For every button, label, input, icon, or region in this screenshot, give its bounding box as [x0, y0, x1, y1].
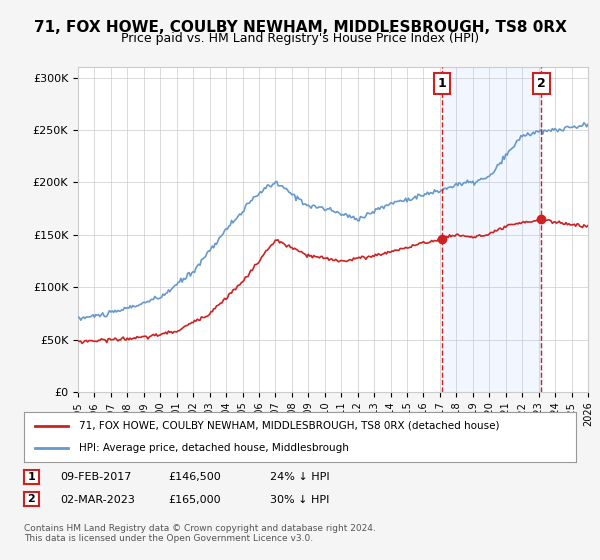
- Text: 02-MAR-2023: 02-MAR-2023: [60, 494, 135, 505]
- Text: 71, FOX HOWE, COULBY NEWHAM, MIDDLESBROUGH, TS8 0RX (detached house): 71, FOX HOWE, COULBY NEWHAM, MIDDLESBROU…: [79, 421, 500, 431]
- Text: 1: 1: [437, 77, 446, 90]
- Text: Price paid vs. HM Land Registry's House Price Index (HPI): Price paid vs. HM Land Registry's House …: [121, 32, 479, 45]
- Text: £165,000: £165,000: [168, 494, 221, 505]
- Text: 2: 2: [537, 77, 546, 90]
- Bar: [442, 67, 541, 392]
- Text: 09-FEB-2017: 09-FEB-2017: [60, 472, 131, 482]
- Text: £146,500: £146,500: [168, 472, 221, 482]
- Text: 24% ↓ HPI: 24% ↓ HPI: [270, 472, 329, 482]
- Text: 2: 2: [28, 494, 35, 504]
- Text: 71, FOX HOWE, COULBY NEWHAM, MIDDLESBROUGH, TS8 0RX: 71, FOX HOWE, COULBY NEWHAM, MIDDLESBROU…: [34, 20, 566, 35]
- Text: 1: 1: [28, 472, 35, 482]
- Text: HPI: Average price, detached house, Middlesbrough: HPI: Average price, detached house, Midd…: [79, 443, 349, 453]
- Text: Contains HM Land Registry data © Crown copyright and database right 2024.
This d: Contains HM Land Registry data © Crown c…: [24, 524, 376, 543]
- Text: 30% ↓ HPI: 30% ↓ HPI: [270, 494, 329, 505]
